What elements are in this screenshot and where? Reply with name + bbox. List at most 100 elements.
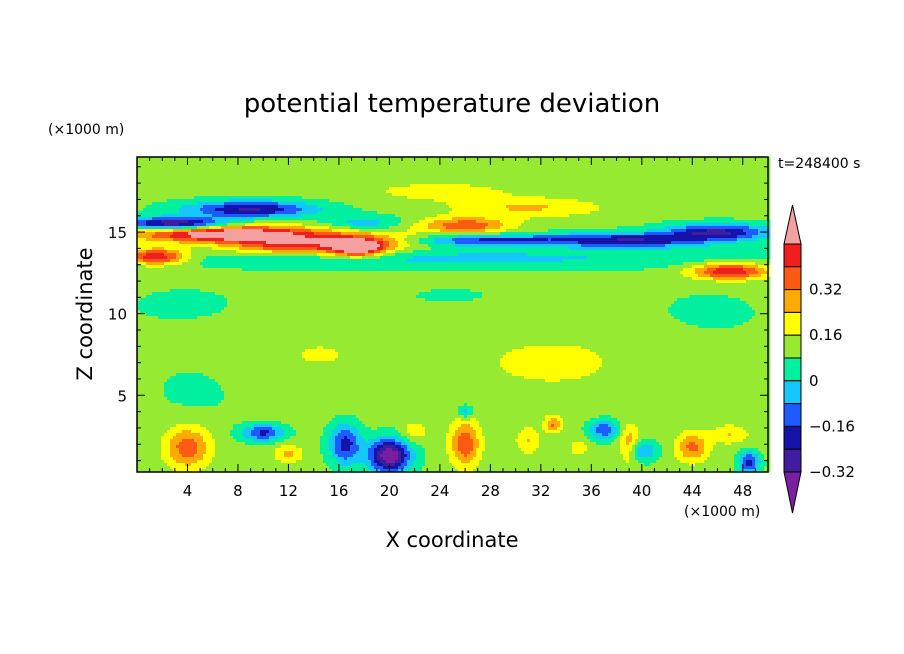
field-cell xyxy=(302,205,305,208)
field-cell xyxy=(716,184,719,187)
field-cell xyxy=(341,196,344,199)
field-cell xyxy=(179,193,182,196)
field-cell xyxy=(167,184,170,187)
field-cell xyxy=(569,199,572,202)
field-cell xyxy=(251,172,254,175)
field-cell xyxy=(305,160,308,163)
field-cell xyxy=(743,196,746,199)
field-cell xyxy=(155,184,158,187)
field-cell xyxy=(155,205,158,208)
field-cell xyxy=(335,181,338,184)
field-cell xyxy=(746,220,749,223)
field-cell xyxy=(224,184,227,187)
field-cell xyxy=(275,193,278,196)
field-cell xyxy=(662,220,665,223)
field-cell xyxy=(635,166,638,169)
field-cell xyxy=(173,172,176,175)
field-cell xyxy=(722,220,725,223)
field-cell xyxy=(224,169,227,172)
field-cell xyxy=(668,160,671,163)
field-cell xyxy=(635,196,638,199)
field-cell xyxy=(632,163,635,166)
field-cell xyxy=(371,163,374,166)
field-cell xyxy=(182,190,185,193)
field-cell xyxy=(428,184,431,187)
field-cell xyxy=(599,193,602,196)
field-cell xyxy=(746,214,749,217)
field-cell xyxy=(362,202,365,205)
field-cell xyxy=(533,199,536,202)
field-cell xyxy=(761,196,764,199)
field-cell xyxy=(239,193,242,196)
field-cell xyxy=(473,178,476,181)
field-cell xyxy=(533,181,536,184)
field-cell xyxy=(308,220,311,223)
field-cell xyxy=(353,178,356,181)
field-cell xyxy=(620,217,623,220)
field-cell xyxy=(743,220,746,223)
field-cell xyxy=(473,175,476,178)
field-cell xyxy=(332,181,335,184)
field-cell xyxy=(332,163,335,166)
field-cell xyxy=(410,163,413,166)
field-cell xyxy=(170,199,173,202)
field-cell xyxy=(506,184,509,187)
field-cell xyxy=(545,175,548,178)
field-cell xyxy=(695,214,698,217)
field-cell xyxy=(671,163,674,166)
field-cell xyxy=(584,199,587,202)
field-cell xyxy=(341,178,344,181)
field-cell xyxy=(398,217,401,220)
field-cell xyxy=(677,190,680,193)
field-cell xyxy=(518,211,521,214)
field-cell xyxy=(515,205,518,208)
field-cell xyxy=(278,223,281,226)
field-cell xyxy=(290,184,293,187)
field-cell xyxy=(338,187,341,190)
field-cell xyxy=(422,193,425,196)
field-cell xyxy=(680,199,683,202)
field-cell xyxy=(491,178,494,181)
field-cell xyxy=(608,178,611,181)
field-cell xyxy=(494,172,497,175)
field-cell xyxy=(377,175,380,178)
field-cell xyxy=(326,166,329,169)
field-cell xyxy=(764,184,767,187)
field-cell xyxy=(539,181,542,184)
field-cell xyxy=(668,178,671,181)
field-cell xyxy=(764,190,767,193)
field-cell xyxy=(335,169,338,172)
field-cell xyxy=(392,172,395,175)
field-cell xyxy=(530,220,533,223)
field-cell xyxy=(569,166,572,169)
field-cell xyxy=(194,202,197,205)
field-cell xyxy=(611,217,614,220)
field-cell xyxy=(653,211,656,214)
field-cell xyxy=(329,211,332,214)
field-cell xyxy=(524,214,527,217)
field-cell xyxy=(668,175,671,178)
field-cell xyxy=(605,193,608,196)
field-cell xyxy=(497,199,500,202)
field-cell xyxy=(710,163,713,166)
field-cell xyxy=(563,169,566,172)
field-cell xyxy=(650,190,653,193)
field-cell xyxy=(356,184,359,187)
field-cell xyxy=(212,187,215,190)
field-cell xyxy=(287,217,290,220)
field-cell xyxy=(401,178,404,181)
field-cell xyxy=(461,193,464,196)
field-cell xyxy=(728,175,731,178)
field-cell xyxy=(596,175,599,178)
field-cell xyxy=(719,184,722,187)
field-cell xyxy=(272,163,275,166)
field-cell xyxy=(203,211,206,214)
field-cell xyxy=(695,202,698,205)
field-cell xyxy=(524,211,527,214)
field-cell xyxy=(224,205,227,208)
field-cell xyxy=(164,223,167,226)
field-cell xyxy=(248,178,251,181)
field-cell xyxy=(605,184,608,187)
field-cell xyxy=(446,175,449,178)
field-cell xyxy=(404,184,407,187)
